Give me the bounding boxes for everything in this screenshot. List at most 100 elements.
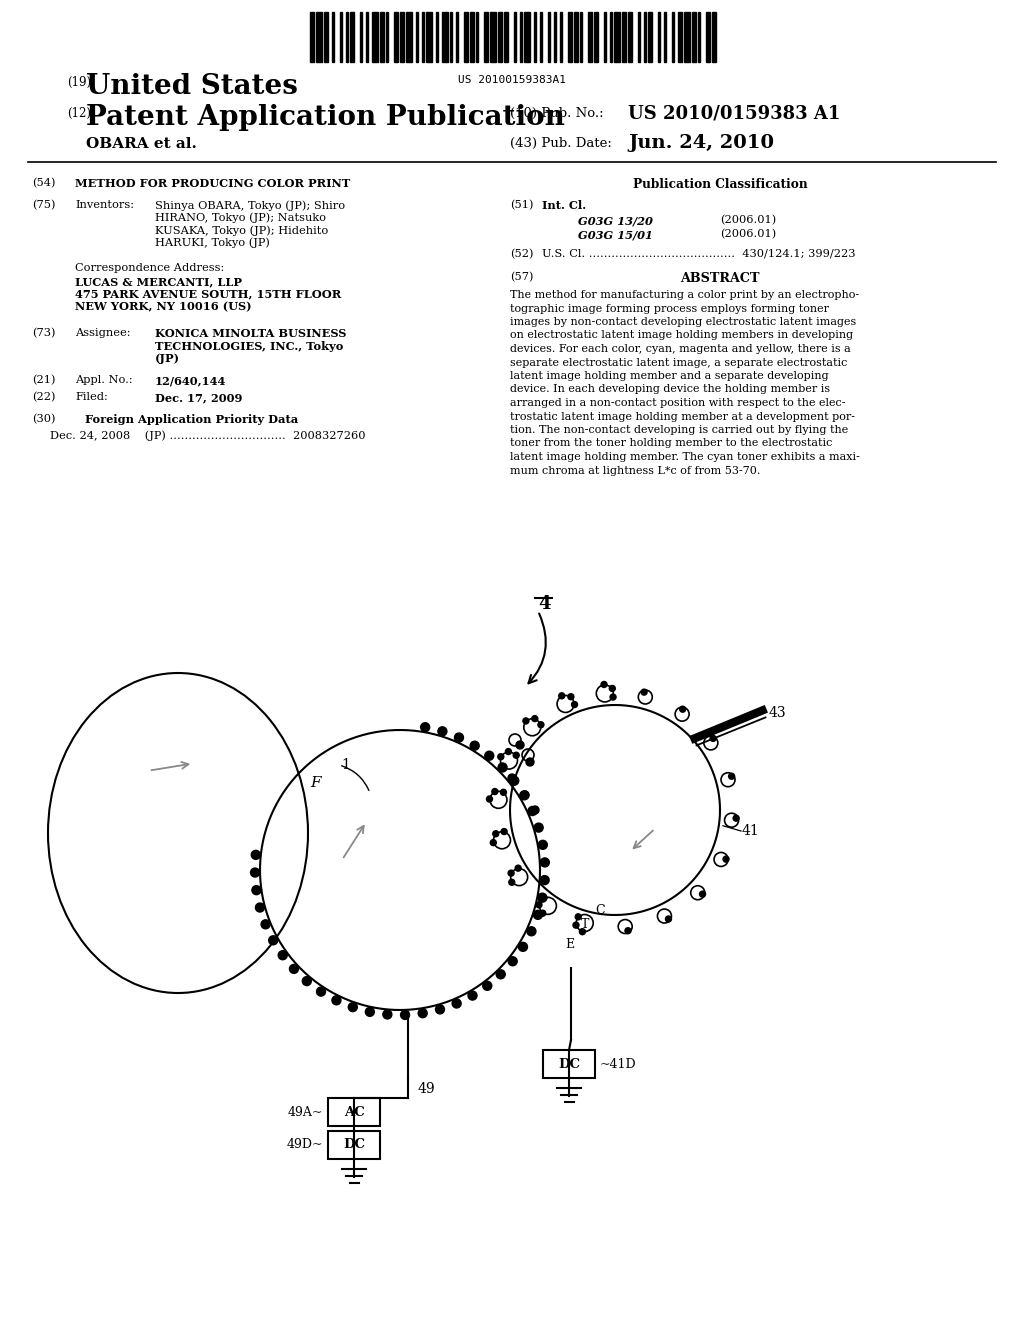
Bar bbox=[332, 12, 334, 62]
Bar bbox=[560, 12, 562, 62]
Circle shape bbox=[573, 923, 579, 928]
Circle shape bbox=[438, 727, 446, 735]
Text: (54): (54) bbox=[32, 178, 55, 189]
Text: US 20100159383A1: US 20100159383A1 bbox=[458, 75, 566, 84]
Bar bbox=[648, 12, 652, 62]
Circle shape bbox=[540, 875, 549, 884]
Circle shape bbox=[484, 751, 494, 760]
Bar bbox=[346, 12, 348, 62]
Circle shape bbox=[497, 970, 505, 979]
Circle shape bbox=[453, 999, 461, 1008]
Bar bbox=[684, 12, 690, 62]
Text: DC: DC bbox=[343, 1138, 365, 1151]
Text: Int. Cl.: Int. Cl. bbox=[542, 201, 586, 211]
Circle shape bbox=[455, 733, 464, 742]
Text: 43: 43 bbox=[769, 706, 786, 721]
Circle shape bbox=[498, 754, 504, 760]
Bar bbox=[340, 12, 342, 62]
Circle shape bbox=[526, 758, 534, 766]
Text: (75): (75) bbox=[32, 201, 55, 210]
Text: ~41D: ~41D bbox=[600, 1057, 637, 1071]
Circle shape bbox=[251, 869, 259, 876]
Bar bbox=[490, 12, 496, 62]
Text: latent image holding member. The cyan toner exhibits a maxi-: latent image holding member. The cyan to… bbox=[510, 451, 860, 462]
Circle shape bbox=[470, 742, 479, 750]
Circle shape bbox=[520, 791, 528, 800]
Text: Correspondence Address:: Correspondence Address: bbox=[75, 263, 224, 273]
Text: Publication Classification: Publication Classification bbox=[633, 178, 807, 191]
Circle shape bbox=[508, 774, 516, 781]
Bar bbox=[380, 12, 384, 62]
Text: Dec. 17, 2009: Dec. 17, 2009 bbox=[155, 392, 243, 403]
Circle shape bbox=[541, 858, 549, 867]
Circle shape bbox=[710, 735, 716, 742]
Circle shape bbox=[580, 929, 586, 935]
Circle shape bbox=[400, 1010, 410, 1019]
Circle shape bbox=[251, 850, 260, 859]
Bar bbox=[386, 12, 388, 62]
Circle shape bbox=[518, 942, 527, 952]
Bar bbox=[672, 12, 674, 62]
Circle shape bbox=[435, 1005, 444, 1014]
Circle shape bbox=[535, 824, 543, 832]
Bar bbox=[484, 12, 488, 62]
Circle shape bbox=[516, 741, 524, 748]
Text: trostatic latent image holding member at a development por-: trostatic latent image holding member at… bbox=[510, 412, 855, 421]
Circle shape bbox=[508, 870, 514, 876]
Circle shape bbox=[527, 927, 536, 936]
Bar bbox=[604, 12, 606, 62]
Text: (JP): (JP) bbox=[155, 352, 180, 364]
Circle shape bbox=[513, 752, 519, 758]
Text: Foreign Application Priority Data: Foreign Application Priority Data bbox=[85, 414, 298, 425]
Text: The method for manufacturing a color print by an electropho-: The method for manufacturing a color pri… bbox=[510, 290, 859, 300]
Bar bbox=[400, 12, 404, 62]
Text: (51): (51) bbox=[510, 201, 534, 210]
Text: U.S. Cl. .......................................  430/124.1; 399/223: U.S. Cl. ...............................… bbox=[542, 249, 855, 259]
Circle shape bbox=[729, 774, 734, 779]
Text: 1: 1 bbox=[341, 758, 350, 772]
Text: 12/640,144: 12/640,144 bbox=[155, 375, 226, 385]
Text: devices. For each color, cyan, magenta and yellow, there is a: devices. For each color, cyan, magenta a… bbox=[510, 345, 851, 354]
Bar bbox=[504, 12, 508, 62]
Circle shape bbox=[468, 991, 477, 1001]
Bar bbox=[678, 12, 682, 62]
Text: tion. The non-contact developing is carried out by flying the: tion. The non-contact developing is carr… bbox=[510, 425, 848, 436]
Text: (21): (21) bbox=[32, 375, 55, 385]
Bar bbox=[628, 12, 632, 62]
Text: separate electrostatic latent image, a separate electrostatic: separate electrostatic latent image, a s… bbox=[510, 358, 848, 367]
Circle shape bbox=[666, 916, 672, 921]
Text: Assignee:: Assignee: bbox=[75, 327, 130, 338]
Circle shape bbox=[490, 840, 497, 846]
Text: arranged in a non-contact position with respect to the elec-: arranged in a non-contact position with … bbox=[510, 399, 846, 408]
Text: ABSTRACT: ABSTRACT bbox=[680, 272, 760, 285]
Text: (2006.01): (2006.01) bbox=[720, 228, 776, 239]
Text: (57): (57) bbox=[510, 272, 534, 282]
Bar bbox=[543, 1049, 595, 1078]
Circle shape bbox=[418, 1008, 427, 1018]
Text: (30): (30) bbox=[32, 414, 55, 424]
Circle shape bbox=[531, 715, 538, 722]
Circle shape bbox=[482, 981, 492, 990]
Text: images by non-contact developing electrostatic latent images: images by non-contact developing electro… bbox=[510, 317, 856, 327]
Circle shape bbox=[252, 886, 261, 895]
Bar bbox=[638, 12, 640, 62]
Text: device. In each developing device the holding member is: device. In each developing device the ho… bbox=[510, 384, 830, 395]
Circle shape bbox=[268, 936, 278, 945]
Text: toner from the toner holding member to the electrostatic: toner from the toner holding member to t… bbox=[510, 438, 833, 449]
Text: United States: United States bbox=[86, 73, 298, 100]
Text: latent image holding member and a separate developing: latent image holding member and a separa… bbox=[510, 371, 828, 381]
Text: Filed:: Filed: bbox=[75, 392, 108, 403]
Text: LUCAS & MERCANTI, LLP: LUCAS & MERCANTI, LLP bbox=[75, 276, 242, 286]
Bar bbox=[316, 12, 322, 62]
Text: HIRANO, Tokyo (JP); Natsuko: HIRANO, Tokyo (JP); Natsuko bbox=[155, 213, 326, 223]
Text: tographic image forming process employs forming toner: tographic image forming process employs … bbox=[510, 304, 829, 314]
Bar bbox=[310, 12, 314, 62]
Bar bbox=[328, 1131, 380, 1159]
Text: METHOD FOR PRODUCING COLOR PRINT: METHOD FOR PRODUCING COLOR PRINT bbox=[75, 178, 350, 189]
Text: Jun. 24, 2010: Jun. 24, 2010 bbox=[628, 135, 774, 152]
Bar bbox=[658, 12, 660, 62]
Text: T: T bbox=[581, 919, 590, 932]
Text: mum chroma at lightness L*c of from 53-70.: mum chroma at lightness L*c of from 53-7… bbox=[510, 466, 761, 475]
Circle shape bbox=[680, 706, 686, 713]
Circle shape bbox=[348, 1003, 357, 1011]
